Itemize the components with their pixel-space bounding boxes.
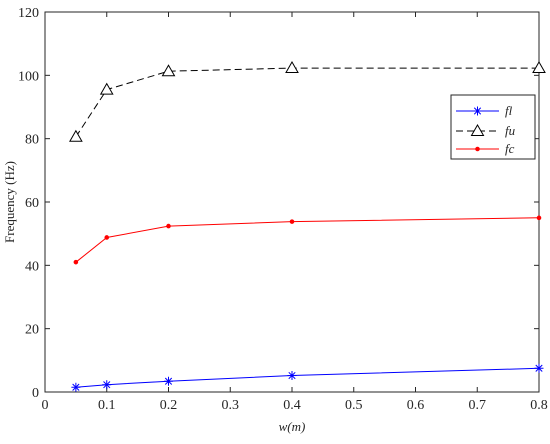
point-fc (536, 215, 542, 221)
asterisk-stroke (288, 371, 296, 380)
y-tick-label: 100 (18, 69, 39, 84)
x-tick-label: 0.5 (345, 398, 363, 413)
point-fu (285, 61, 299, 74)
x-tick-label: 0.1 (98, 398, 116, 413)
x-tick-label: 0.6 (407, 398, 425, 413)
series-fc (73, 215, 542, 265)
legend: fl fu fc (450, 94, 536, 160)
legend-item-fc: fc (456, 141, 515, 156)
x-axis-title: w(m) (279, 419, 306, 434)
y-tick-label: 60 (25, 196, 39, 211)
x-tick-label: 0.3 (222, 398, 240, 413)
x-tick-label: 0 (42, 398, 49, 413)
legend-label: fl (505, 103, 513, 118)
series-layer (69, 61, 546, 392)
point-fl (102, 380, 112, 390)
point-fc (289, 219, 295, 224)
point-fu (161, 64, 176, 77)
legend-swatch-marker (475, 146, 480, 152)
point-fl (287, 371, 297, 381)
asterisk-stroke (164, 377, 173, 385)
point-fu (69, 129, 83, 142)
legend-label: fc (505, 141, 515, 156)
asterisk-stroke (103, 381, 111, 389)
point-fu (99, 82, 114, 95)
asterisk-stroke (535, 364, 543, 372)
x-tick-label: 0.8 (530, 398, 548, 413)
x-axis: 0 0.1 0.2 0.3 0.4 0.5 0.6 0.7 0.8 (42, 12, 548, 413)
legend-swatch-marker (470, 123, 485, 136)
y-tick-label: 120 (18, 6, 39, 21)
point-fc (104, 235, 110, 240)
x-tick-label: 0.2 (160, 398, 178, 413)
legend-item-fl: fl (456, 103, 513, 118)
point-fu (532, 61, 546, 74)
y-tick-label: 0 (32, 386, 39, 401)
x-tick-label: 0.7 (469, 398, 487, 413)
legend-swatch-marker (473, 106, 482, 116)
legend-label: fu (505, 123, 516, 138)
asterisk-stroke (72, 383, 80, 391)
y-tick-label: 40 (25, 259, 39, 274)
x-tick-label: 0.4 (283, 398, 301, 413)
legend-item-fu: fu (456, 123, 516, 138)
y-tick-label: 20 (25, 323, 39, 338)
legend-box (450, 94, 536, 160)
point-fl (534, 363, 544, 373)
y-tick-label: 80 (25, 133, 39, 148)
point-fl (71, 382, 81, 392)
series-fu (69, 61, 546, 142)
y-axis-title: Frequency (Hz) (2, 161, 17, 243)
point-fc (73, 259, 79, 265)
asterisk-stroke (473, 107, 482, 115)
y-axis: 0 20 40 60 80 100 120 (18, 6, 539, 401)
series-fl (71, 363, 544, 392)
point-fc (166, 223, 171, 229)
series-line-fu (75, 67, 539, 138)
plot-area (44, 11, 540, 393)
point-fl (164, 376, 173, 386)
